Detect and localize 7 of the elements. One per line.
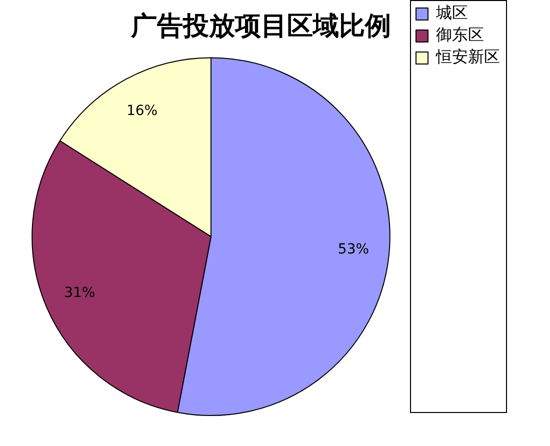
data-label: 31% [64,285,96,302]
chart-title: 广告投放项目区域比例 [130,11,391,42]
legend-label: 恒安新区 [435,47,500,66]
data-label: 53% [338,242,370,258]
data-label: 16% [126,102,158,119]
legend-label: 城区 [435,3,468,22]
legend-label: 御东区 [436,25,484,44]
